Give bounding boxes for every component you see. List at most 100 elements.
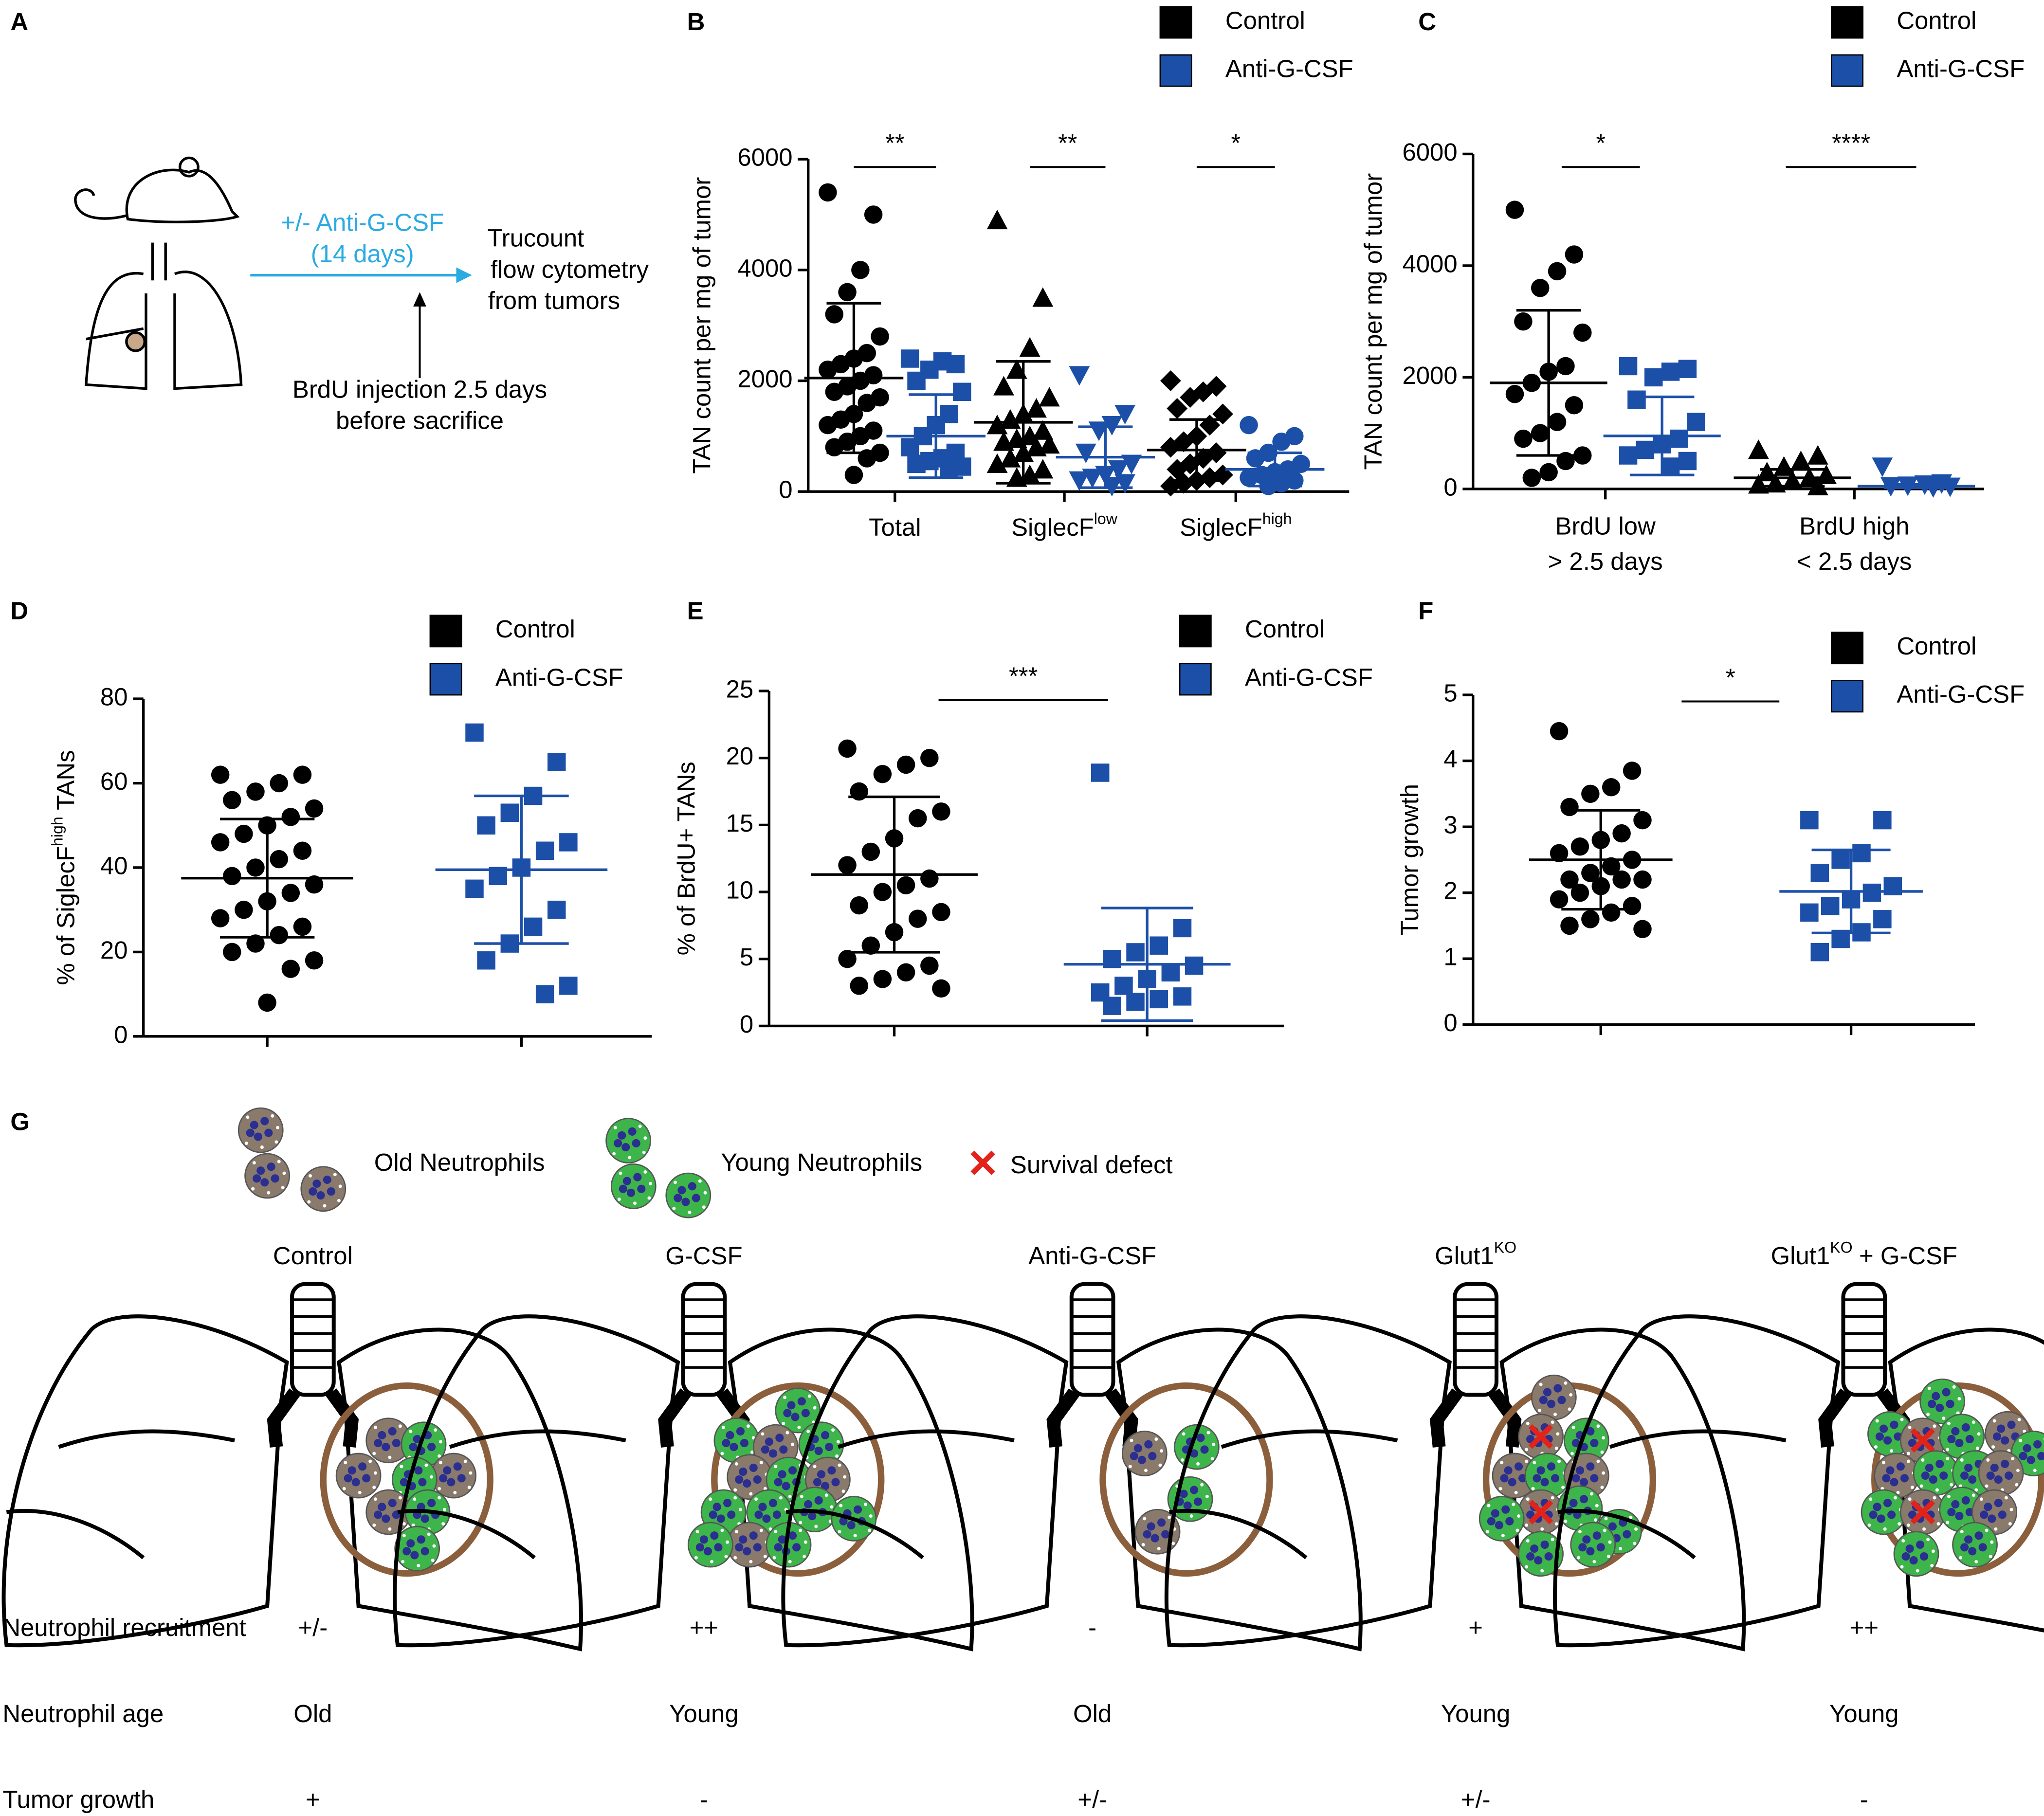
granule [277,1160,281,1163]
nucleus [388,1499,397,1507]
nucleus [677,1186,686,1195]
defect-mark [1528,1500,1553,1525]
significance-label: ** [1058,129,1077,157]
data-point [838,283,857,302]
granule [1606,1555,1610,1559]
granule [1922,1527,1926,1531]
data-point [1531,279,1550,297]
legend-swatch [1159,54,1192,87]
data-point [1032,420,1054,440]
nucleus [1955,1438,1964,1448]
granule [703,1191,707,1195]
nucleus [1536,1466,1545,1475]
nucleus [1997,1424,2006,1433]
cell-body [1913,1450,1959,1496]
nucleus [1508,1478,1516,1487]
granule [643,1170,647,1174]
nucleus [703,1547,712,1556]
granule [783,1396,786,1399]
arrow-head [413,292,426,307]
cell-body [665,1172,712,1218]
nucleus [327,1187,335,1196]
nucleus [1579,1478,1588,1487]
nucleus [637,1184,646,1193]
granule [2015,1483,2019,1487]
granule [1498,1487,1502,1490]
granule [1525,1523,1529,1527]
granule [1200,1483,1204,1487]
data-point [1514,429,1533,448]
data-point [1773,456,1795,476]
granule [244,1142,248,1145]
nucleus [1993,1432,2002,1441]
data-point [1185,956,1204,975]
mouse-illustration [74,156,243,390]
nucleus [1571,1474,1580,1483]
cell-body [1531,1374,1577,1420]
data-point [858,394,876,412]
granule [1908,1497,1912,1501]
data-point [825,305,844,324]
granule [1946,1521,1950,1525]
nucleus [695,1543,704,1552]
granule [695,1530,699,1534]
granule [1603,1528,1606,1532]
granule [1554,1522,1558,1526]
nucleus [402,1547,411,1556]
nucleus [420,1514,429,1523]
y-axis-label-sup: high [49,817,66,846]
granule [800,1494,803,1498]
granule [1991,1445,1995,1449]
old-neutrophil [727,1522,773,1568]
granule [738,1507,742,1511]
granule [431,1559,435,1562]
row-value: ++ [690,1614,718,1641]
nucleus [727,1510,736,1519]
nucleus [1998,1510,2007,1519]
nucleus [1578,1543,1587,1552]
granule [788,1560,792,1563]
granule [754,1497,758,1501]
data-point [1570,837,1589,856]
data-point [1873,910,1892,928]
granule [643,1136,647,1140]
data-point [1852,844,1871,863]
data-point [270,774,288,793]
granule [613,1126,617,1129]
granule [1500,1461,1504,1465]
nucleus [1947,1507,1956,1517]
cell-body [1978,1450,2024,1496]
granule [1595,1504,1599,1507]
legend-label: Young Neutrophils [721,1148,922,1176]
nucleus [1547,1462,1556,1471]
treatment-text: (14 days) [311,240,414,268]
nucleus [743,1547,751,1556]
nucleus [1965,1435,1974,1444]
data-point [1126,943,1145,962]
nucleus [1879,1424,1888,1433]
data-point [1160,436,1181,458]
nucleus [1579,1495,1588,1504]
granule [1540,1569,1544,1573]
nucleus [1130,1452,1138,1460]
column-title: Control [273,1242,353,1270]
nucleus [427,1499,436,1507]
nucleus [774,1478,783,1487]
data-point [1550,722,1569,741]
left-lobe [393,1314,680,1648]
granule [672,1206,676,1210]
granule [1926,1413,1930,1416]
nucleus [1200,1445,1209,1454]
nucleus [1557,1396,1566,1404]
nucleus [754,1510,763,1519]
nucleus [362,1474,371,1483]
cell-body [1121,1431,1168,1476]
granule [1525,1565,1529,1569]
right-lobe [728,1327,974,1652]
granule [830,1505,834,1509]
data-point [305,799,324,818]
granule [617,1198,621,1201]
granule [274,1140,278,1144]
tumor-vessel [1099,1382,1273,1577]
x-tick-label: < 2.5 days [1797,547,1912,575]
